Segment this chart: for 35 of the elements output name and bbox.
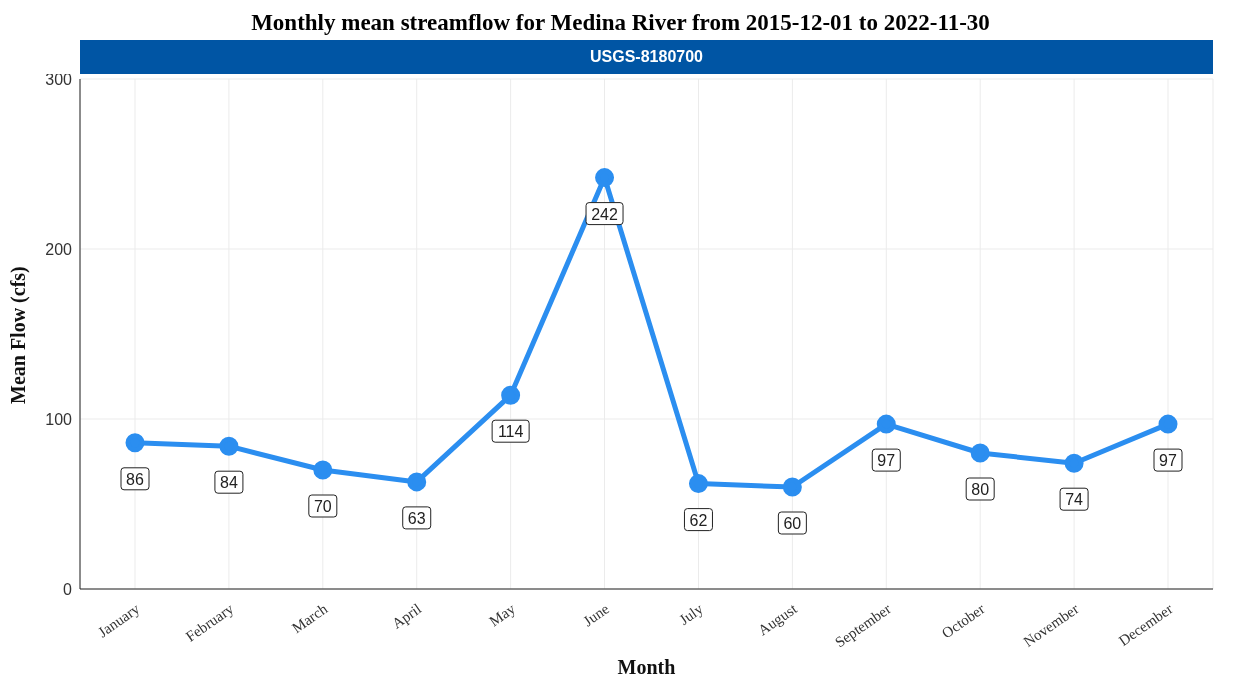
point [1064,453,1084,473]
y-tick-label: 200 [45,240,73,258]
point [313,460,333,480]
data-label: 84 [220,474,238,492]
data-label: 80 [971,481,990,498]
chart-subtitle: USGS-8180700 [80,40,1213,74]
data-label: 97 [877,452,896,470]
point [595,168,615,188]
x-tick-label: July [676,600,707,628]
point [970,443,990,463]
y-tick-label: 100 [45,410,73,428]
data-label: 97 [1159,452,1177,470]
point [125,433,145,453]
data-label: 86 [126,470,144,488]
y-tick-label: 300 [45,70,73,88]
data-label: 62 [689,511,708,529]
data-label: 114 [497,423,524,441]
point [1158,414,1178,434]
point [876,414,896,434]
y-axis-title: Mean Flow (cfs) [7,266,31,404]
point [782,477,802,497]
x-tick-label: May [486,600,519,630]
point [501,385,521,405]
y-tick-label: 0 [63,580,73,598]
data-label: 242 [591,205,618,223]
x-tick-label: June [580,600,613,630]
point [219,436,239,456]
point [407,472,427,492]
data-label: 74 [1065,491,1084,509]
data-label: 63 [407,509,426,527]
data-label: 70 [313,498,332,515]
x-axis-title: Month [617,656,676,678]
point [688,474,708,494]
data-label: 60 [783,515,802,532]
chart-title: Monthly mean streamflow for Medina River from 2015-12-01 to 2022-11-30 [250,9,991,37]
